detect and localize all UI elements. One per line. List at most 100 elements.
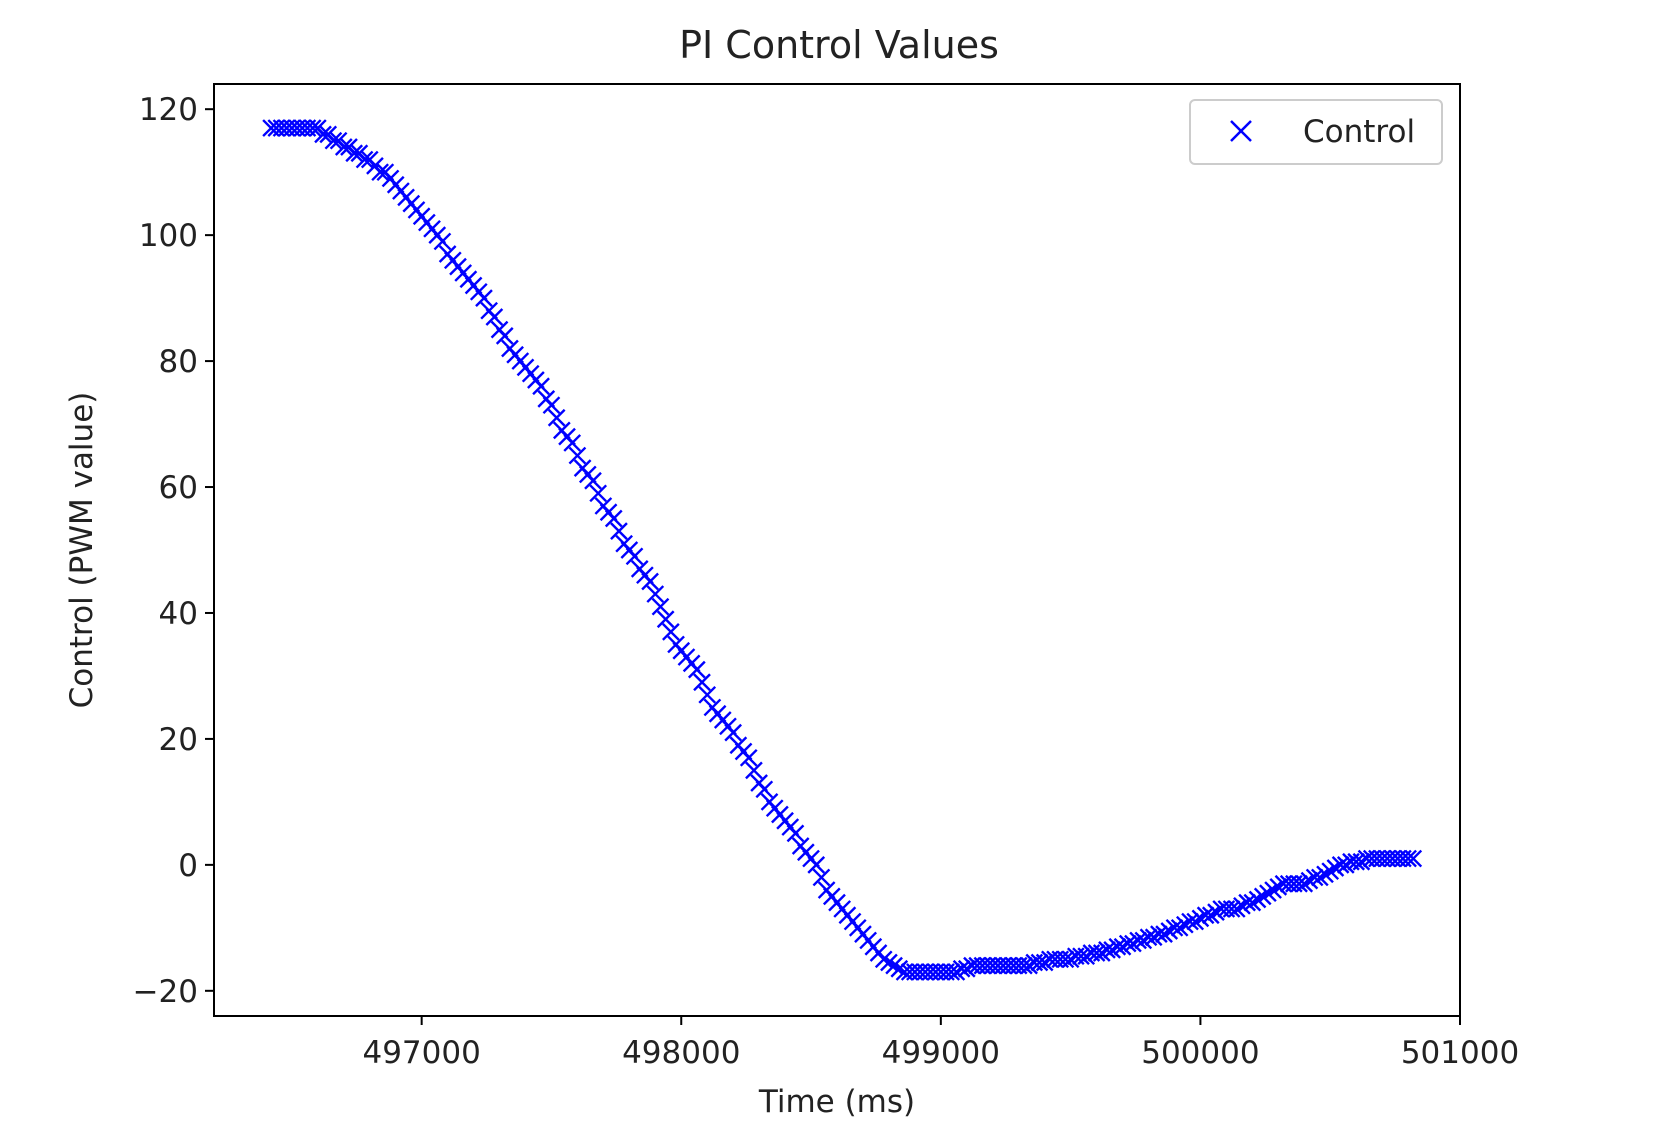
x-tick-label: 499000 [882, 1035, 1000, 1071]
data-point-stroke [345, 144, 364, 163]
data-point [485, 308, 504, 326]
data-point-stroke [1103, 941, 1122, 959]
legend-marker-control [1230, 120, 1252, 142]
data-point [1103, 941, 1122, 959]
data-point [1310, 868, 1329, 887]
data-point [1072, 947, 1090, 966]
data-point [1347, 852, 1366, 871]
y-tick-label: 100 [139, 218, 198, 254]
data-point-stroke [1326, 859, 1345, 877]
data-point [303, 119, 322, 137]
data-point-stroke [1170, 918, 1189, 937]
data-point [1243, 893, 1262, 912]
data-point [532, 377, 550, 396]
data-point [1020, 956, 1038, 975]
data-point-stroke [1321, 862, 1340, 881]
data-point-stroke [495, 327, 514, 345]
data-point [874, 950, 893, 969]
data-point-stroke [687, 660, 706, 679]
data-point [1248, 890, 1267, 909]
data-point [324, 131, 343, 150]
data-point [755, 780, 774, 799]
data-point [1222, 900, 1241, 918]
data-point [1087, 944, 1106, 962]
data-point-stroke [1160, 922, 1179, 940]
data-point [745, 761, 763, 780]
data-point [1352, 852, 1371, 871]
data-point [651, 597, 670, 616]
legend-label-control: Control [1303, 114, 1415, 150]
data-point [1098, 941, 1116, 959]
data-point [1170, 918, 1189, 937]
y-tick-label: 0 [178, 848, 198, 884]
data-point [1238, 893, 1256, 912]
y-tick-label: 120 [139, 92, 198, 128]
data-point-stroke [355, 150, 374, 169]
data-point [345, 144, 364, 163]
data-point [693, 673, 711, 692]
data-point [547, 408, 566, 427]
data-point-stroke [1072, 947, 1090, 966]
data-point [1253, 887, 1272, 906]
data-point-stroke [1087, 944, 1106, 962]
data-point-stroke [786, 824, 805, 843]
data-point-stroke [1336, 856, 1355, 874]
data-point [1316, 865, 1334, 884]
data-point [1175, 915, 1194, 934]
data-point [568, 446, 587, 465]
data-point-stroke [584, 471, 602, 490]
data-point [475, 289, 493, 307]
data-point-stroke [952, 959, 971, 978]
data-point [584, 471, 602, 490]
data-point [1201, 906, 1220, 925]
data-point [1015, 956, 1033, 975]
data-point [1061, 950, 1080, 969]
data-point-stroke [1155, 925, 1173, 943]
data-point [1399, 849, 1417, 868]
data-point [563, 434, 582, 452]
data-point-stroke [1196, 906, 1215, 925]
legend-box [1189, 99, 1443, 165]
data-point-stroke [947, 963, 966, 981]
data-point-stroke [475, 289, 493, 307]
data-point [890, 959, 909, 978]
data-point [646, 585, 665, 603]
x-tick-label: 500000 [1141, 1035, 1259, 1071]
data-point-stroke [547, 408, 566, 427]
data-point-stroke [1056, 950, 1075, 969]
data-point-stroke [1113, 937, 1132, 956]
data-point [1207, 903, 1225, 921]
data-point [812, 868, 831, 887]
y-tick-label: 80 [159, 344, 198, 380]
data-point-stroke [1347, 852, 1366, 871]
data-point-stroke [1030, 953, 1049, 972]
data-point-stroke [1316, 865, 1334, 884]
data-point-stroke [641, 572, 659, 591]
data-point-stroke [1175, 915, 1194, 934]
data-point [807, 856, 826, 874]
data-point [1113, 937, 1132, 956]
data-points [262, 119, 1423, 981]
data-point [687, 660, 706, 679]
data-point-stroke [1015, 956, 1033, 975]
data-point [1331, 856, 1350, 874]
data-point-stroke [1207, 903, 1225, 921]
data-point-stroke [1201, 906, 1220, 925]
data-point [1264, 881, 1282, 899]
data-point [942, 963, 961, 981]
data-point-stroke [532, 377, 550, 396]
data-point-stroke [1259, 884, 1277, 903]
data-point-stroke [1253, 887, 1272, 906]
data-point-stroke [1092, 944, 1111, 962]
data-point [1321, 862, 1340, 881]
data-point [1035, 953, 1054, 972]
data-point-stroke [745, 761, 763, 780]
axis-ticks: 497000 498000 499000 500000 501000 −20 0 20 40 60… [133, 92, 1520, 1071]
data-point-stroke [1144, 928, 1163, 947]
data-point-stroke [890, 959, 909, 978]
data-point [1300, 871, 1319, 890]
data-point [952, 959, 971, 978]
y-tick-label: −20 [133, 974, 198, 1010]
